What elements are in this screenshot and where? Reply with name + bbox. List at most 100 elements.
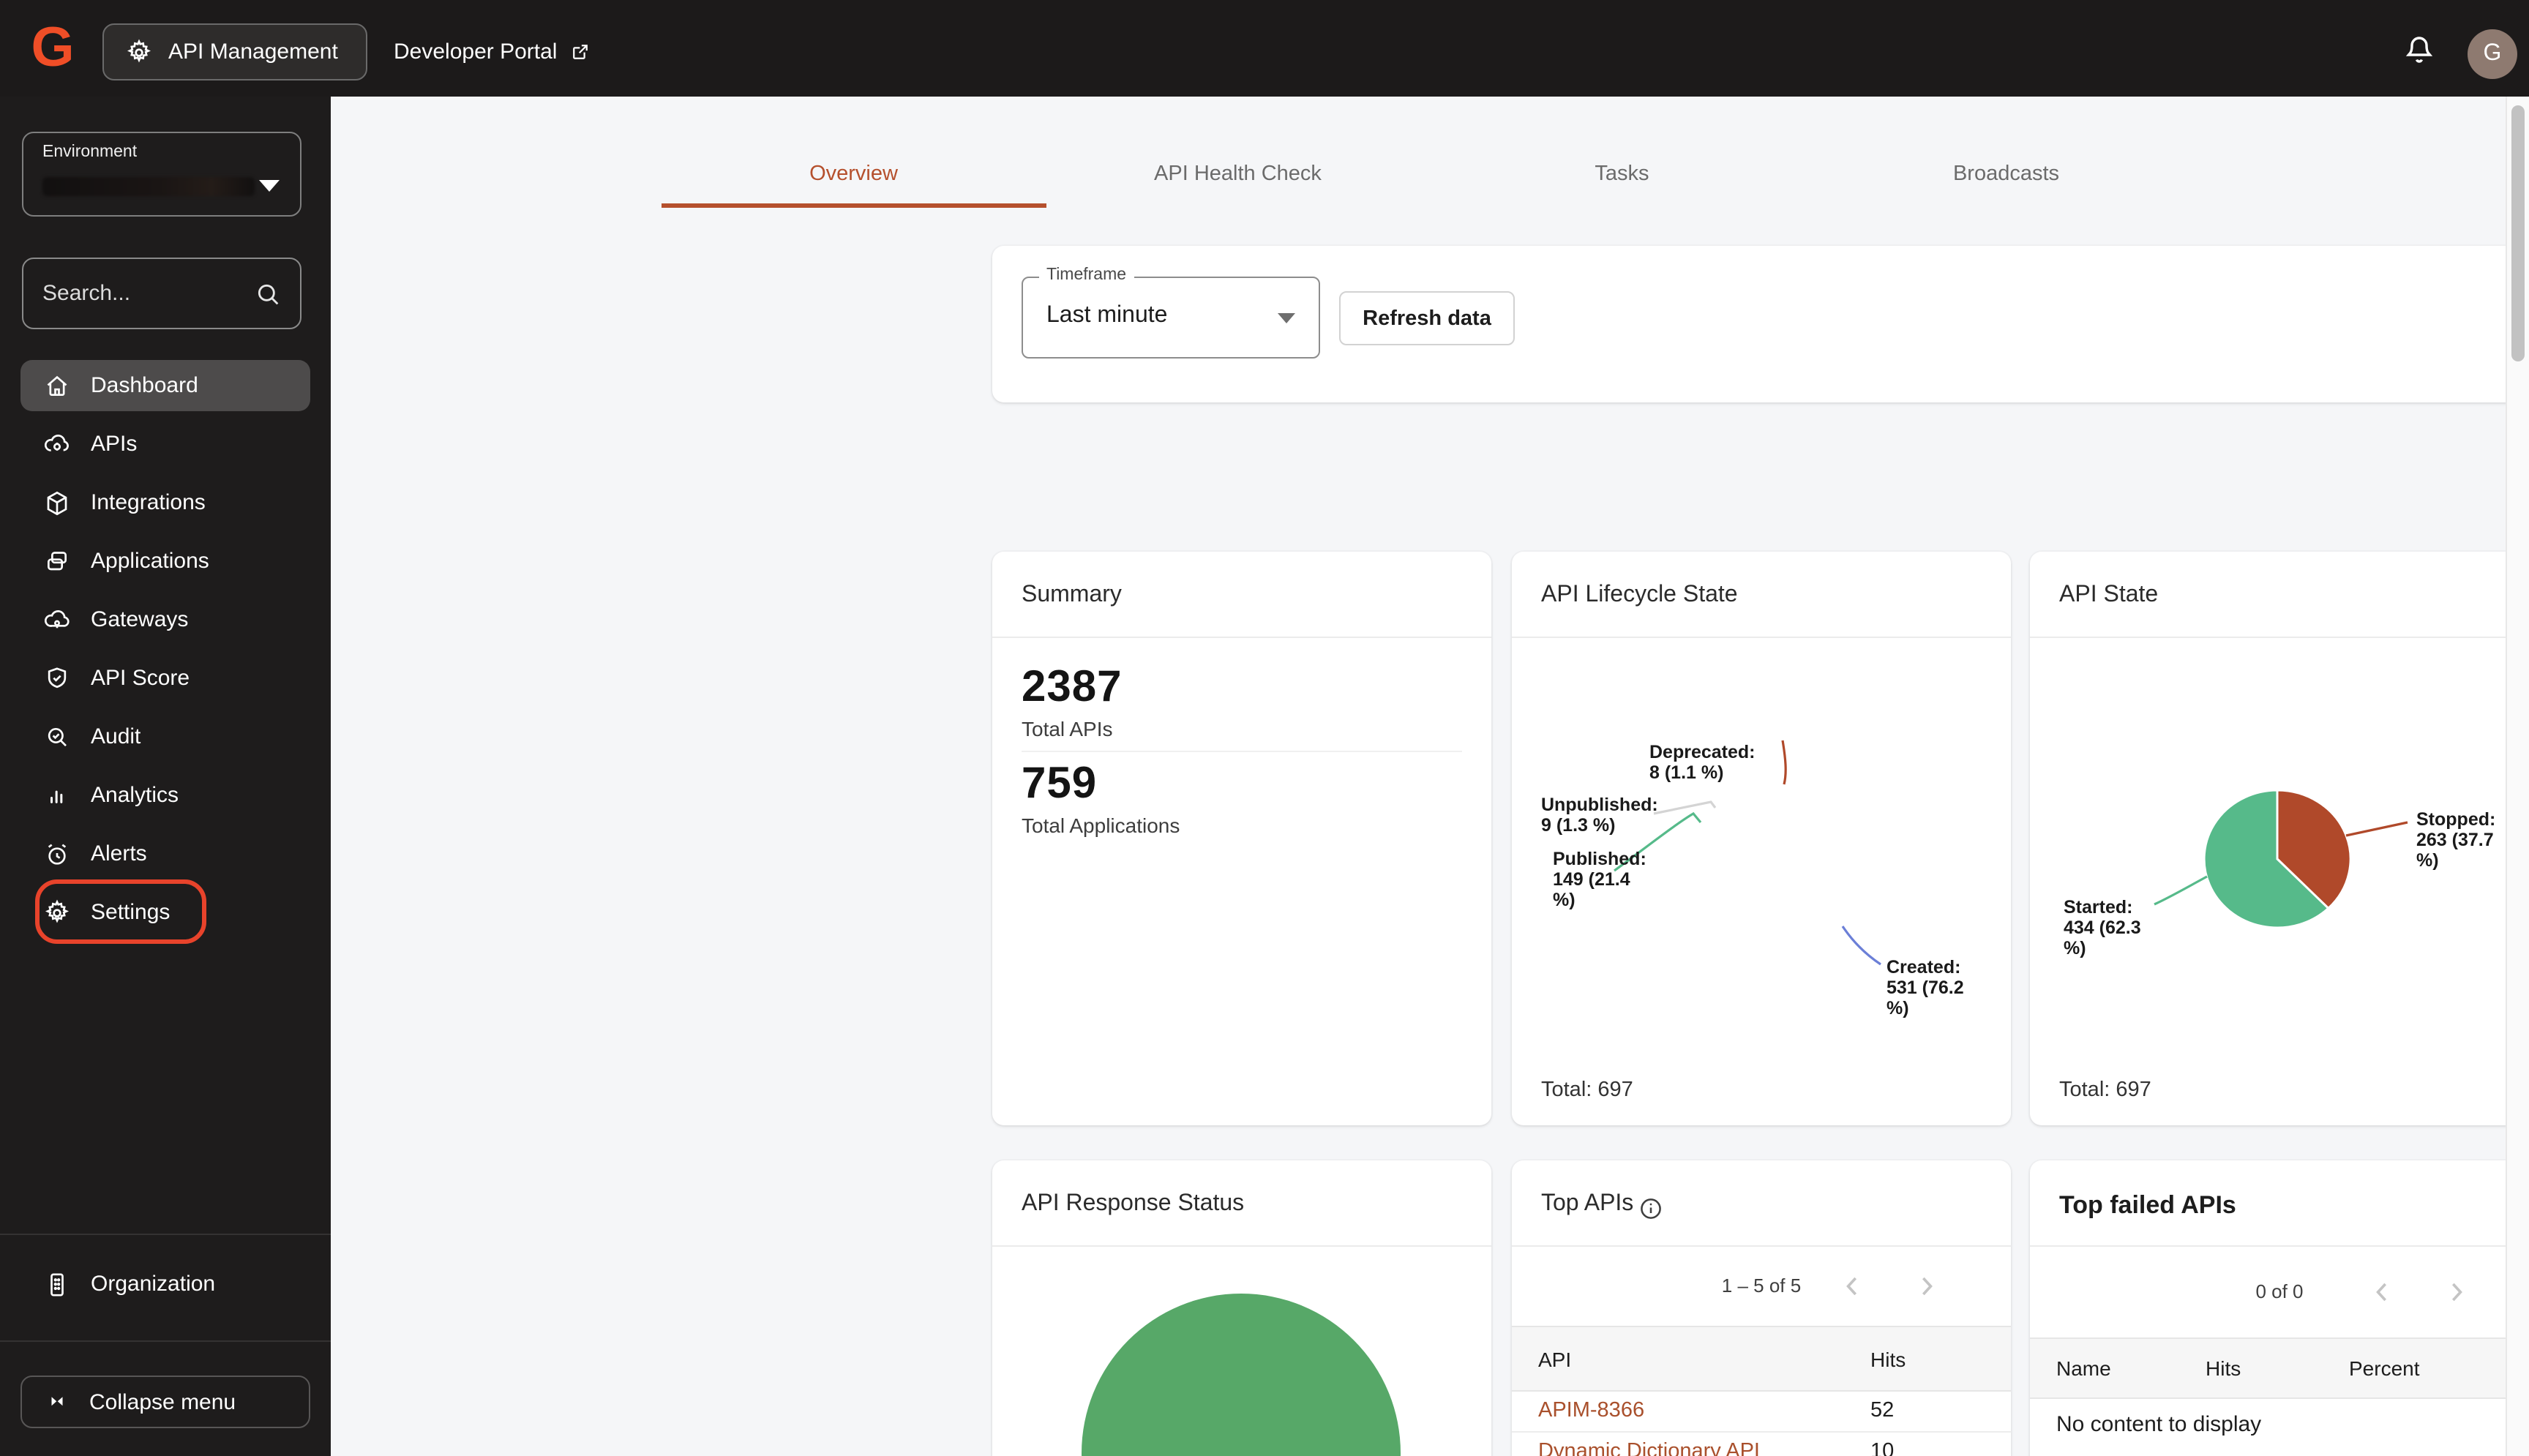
card-title: API State — [2059, 582, 2159, 607]
chevron-right-icon — [1922, 1276, 1933, 1295]
sidebar-item-settings[interactable]: Settings — [20, 887, 310, 938]
column-api: API — [1538, 1347, 1572, 1370]
response-status-pie-chart — [1082, 1294, 1401, 1456]
tab-label: Broadcasts — [1952, 162, 2060, 186]
card-title: Top failed APIs — [2059, 1191, 2236, 1219]
pie-label: 434 (62.3 — [2064, 917, 2141, 938]
paginator: 1 – 5 of 5 — [1512, 1245, 2011, 1326]
app-chip-label: API Management — [168, 40, 338, 64]
sidebar-item-label: Organization — [91, 1272, 216, 1296]
paginator-next-button[interactable] — [1910, 1268, 1945, 1303]
sidebar-item-label: Applications — [91, 549, 209, 574]
sidebar: Environment Dashboard APIs — [0, 97, 331, 1456]
pie-label: 531 (76.2 — [1887, 977, 1964, 998]
chevron-left-icon — [1846, 1276, 1857, 1295]
table-header: API Hits — [1512, 1326, 2011, 1392]
api-link[interactable]: Dynamic Dictionary API — [1538, 1440, 1760, 1456]
developer-portal-label: Developer Portal — [394, 40, 558, 64]
sidebar-item-analytics[interactable]: Analytics — [20, 770, 310, 821]
sidebar-item-label: Audit — [91, 724, 141, 749]
api-state-card: API State Stopped: 263 (37.7 %) Started:… — [2030, 552, 2529, 1125]
leader-line-created — [1841, 926, 1881, 966]
gravitee-logo-icon: G — [31, 18, 75, 79]
divider — [1512, 637, 2011, 638]
sidebar-item-label: Analytics — [91, 783, 179, 808]
lifecycle-pie-chart: Deprecated: 8 (1.1 %) Unpublished: 9 (1.… — [1541, 740, 1964, 1018]
cloud-icon — [44, 609, 70, 628]
home-icon — [47, 375, 67, 395]
column-percent: Percent — [2349, 1356, 2420, 1380]
external-link-icon — [572, 45, 588, 59]
sidebar-item-label: API Score — [91, 666, 190, 691]
search-input[interactable] — [23, 281, 253, 306]
divider — [1022, 751, 1462, 752]
scrollbar-thumb[interactable] — [2511, 105, 2525, 361]
hits-value: 10 — [1870, 1440, 1895, 1456]
sidebar-item-applications[interactable]: Applications — [20, 536, 310, 587]
divider — [2030, 1245, 2529, 1247]
api-management-switcher[interactable]: API Management — [102, 23, 367, 80]
sidebar-item-gateways[interactable]: Gateways — [20, 594, 310, 645]
tab-label: Overview — [809, 162, 898, 186]
notifications-button[interactable] — [2402, 32, 2437, 67]
paginator: 0 of 0 — [2030, 1245, 2529, 1337]
api-link[interactable]: APIM-8366 — [1538, 1399, 1645, 1422]
environment-select[interactable]: Environment — [22, 132, 301, 217]
pie-label: Stopped: — [2416, 809, 2495, 830]
chevron-down-icon — [1278, 313, 1295, 323]
pie-slice-started — [2203, 789, 2330, 929]
sidebar-item-apis[interactable]: APIs — [20, 419, 310, 470]
paginator-prev-button[interactable] — [2367, 1274, 2402, 1309]
sidebar-item-label: APIs — [91, 432, 138, 457]
hits-value: 52 — [1870, 1399, 1895, 1422]
gear-icon — [45, 898, 70, 923]
pie-label: 9 (1.3 %) — [1541, 815, 1615, 836]
scrollbar-track[interactable] — [2506, 97, 2529, 1456]
tab-overview[interactable]: Overview — [662, 140, 1046, 208]
stacked-cards-icon — [48, 551, 67, 570]
collapse-menu-button[interactable]: Collapse menu — [20, 1376, 310, 1428]
timeframe-card: Timeframe Last minute Refresh data — [992, 246, 2529, 402]
sidebar-search — [22, 258, 301, 329]
cube-icon — [47, 490, 67, 515]
sidebar-item-organization[interactable]: Organization — [20, 1258, 310, 1310]
main-content: Overview API Health Check Tasks Broadcas… — [331, 97, 2529, 1456]
gear-icon — [127, 38, 151, 62]
table-header: Name Hits Percent — [2030, 1337, 2529, 1399]
refresh-data-button[interactable]: Refresh data — [1339, 291, 1515, 345]
sidebar-item-alerts[interactable]: Alerts — [20, 828, 310, 879]
avatar-initial: G — [2483, 41, 2502, 66]
leader-line-unpublished — [1653, 800, 1717, 815]
collapse-icon — [51, 1397, 63, 1406]
sidebar-item-dashboard[interactable]: Dashboard — [20, 360, 310, 411]
paginator-next-button[interactable] — [2440, 1274, 2475, 1309]
leader-line-started — [2154, 875, 2208, 906]
building-icon — [50, 1272, 64, 1296]
sidebar-item-audit[interactable]: Audit — [20, 711, 310, 762]
summary-card: Summary 2387 Total APIs 759 Total Applic… — [992, 552, 1491, 1125]
info-icon[interactable] — [1638, 1196, 1664, 1222]
pie-label: %) — [2064, 938, 2086, 958]
alarm-clock-icon — [48, 843, 67, 864]
tab-tasks[interactable]: Tasks — [1430, 140, 1814, 208]
pie-label: Deprecated: — [1649, 742, 1756, 762]
leader-line-stopped — [2345, 821, 2408, 837]
lifecycle-total: Total: 697 — [1541, 1078, 1633, 1102]
environment-label: Environment — [42, 143, 138, 161]
card-title: API Lifecycle State — [1541, 582, 1738, 607]
user-avatar[interactable]: G — [2468, 29, 2517, 79]
sidebar-item-label: Alerts — [91, 841, 147, 866]
sidebar-item-label: Dashboard — [91, 373, 198, 398]
tab-broadcasts[interactable]: Broadcasts — [1814, 140, 2198, 208]
timeframe-select[interactable]: Timeframe Last minute — [1022, 266, 1320, 359]
paginator-prev-button[interactable] — [1837, 1268, 1872, 1303]
sidebar-item-label: Integrations — [91, 490, 206, 515]
tab-api-health-check[interactable]: API Health Check — [1046, 140, 1430, 208]
sidebar-item-api-score[interactable]: API Score — [20, 653, 310, 704]
sidebar-item-integrations[interactable]: Integrations — [20, 477, 310, 528]
sidebar-divider — [0, 1340, 331, 1342]
developer-portal-link[interactable]: Developer Portal — [394, 23, 591, 80]
pie-slice-2xx — [1082, 1294, 1401, 1456]
leader-line-deprecated — [1781, 740, 1787, 785]
